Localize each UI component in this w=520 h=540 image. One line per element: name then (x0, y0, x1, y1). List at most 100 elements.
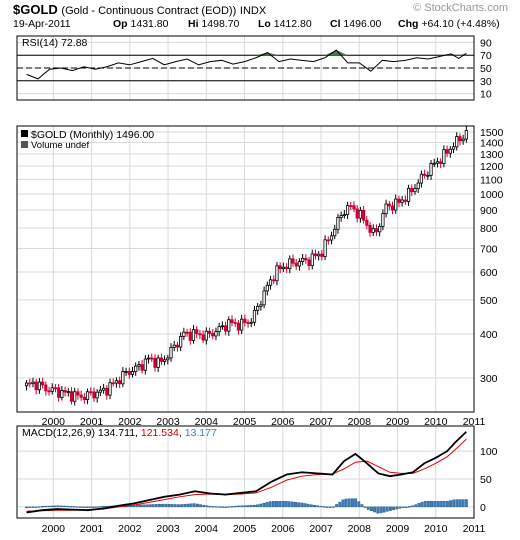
histogram-bar (449, 500, 452, 508)
histogram-bar (50, 505, 54, 508)
price-panel (16, 125, 475, 413)
candle-body (121, 371, 125, 385)
rsi-y-tick-50: 50 (480, 63, 492, 75)
candle-body (384, 203, 388, 215)
histogram-bar (208, 506, 212, 508)
macd-x-tick-2006: 2006 (271, 523, 295, 535)
candle-body (172, 344, 176, 348)
candle-body (220, 325, 224, 328)
exchange: INDX (239, 5, 267, 17)
open-label: Op (113, 18, 128, 30)
candle-body (124, 370, 128, 373)
candle-body (92, 391, 96, 399)
histogram-bar (373, 506, 376, 513)
candle-body (76, 391, 80, 396)
histogram-bar (287, 501, 291, 508)
change-quote: Chg +64.10 (+4.48%) (398, 18, 500, 30)
candle-body (362, 209, 366, 221)
candle-body (34, 381, 38, 391)
price-x-tick-2000: 2000 (42, 416, 66, 428)
histogram-bar (63, 505, 66, 508)
macd-y-tick-50: 50 (480, 474, 492, 486)
candle-body (288, 258, 292, 270)
macd-x-tick-2010: 2010 (424, 523, 448, 535)
candle-body (429, 163, 433, 176)
price-y-tick-600: 600 (480, 267, 498, 279)
histogram-bar (442, 501, 446, 508)
symbol-description: (Gold - Continuous Contract (EOD)) (61, 5, 237, 17)
candle-body (118, 380, 122, 385)
price-y-tick-500: 500 (480, 295, 498, 307)
candle-body (352, 205, 356, 210)
volume-legend: Volume undef (31, 140, 89, 151)
price-x-tick-2003: 2003 (156, 416, 180, 428)
candle-body (227, 319, 231, 332)
histogram-bar (309, 504, 313, 508)
histogram-bar (85, 506, 89, 508)
histogram-bar (230, 506, 234, 508)
candle-body (394, 198, 398, 211)
chart-title: $GOLD (Gold - Continuous Contract (EOD))… (13, 2, 266, 17)
candle-body (355, 208, 359, 219)
candle-body (182, 331, 186, 337)
histogram-bar (275, 501, 278, 508)
candle-body (156, 357, 160, 368)
histogram-bar (404, 506, 408, 508)
candle-body (134, 365, 138, 372)
high-label: Hi (188, 18, 199, 30)
histogram-bar (167, 504, 171, 508)
macd-y-tick-100: 100 (480, 446, 498, 458)
close-value: 1496.00 (343, 18, 382, 30)
macd-x-tick-2005: 2005 (233, 523, 257, 535)
histogram-bar (341, 499, 345, 508)
candle-body (323, 239, 327, 257)
histogram-bar (338, 501, 342, 508)
histogram-bar (104, 505, 108, 508)
histogram-bar (262, 502, 266, 508)
histogram-bar (259, 503, 263, 508)
candle-body (179, 336, 183, 348)
histogram-bar (433, 501, 437, 508)
histogram-bar (461, 499, 465, 508)
histogram-bar (294, 502, 297, 508)
histogram-bar (66, 505, 70, 508)
histogram-bar (458, 499, 462, 508)
candle-body (249, 321, 253, 324)
candle-body (153, 357, 157, 368)
price-y-tick-1400: 1400 (480, 138, 504, 150)
price-x-tick-2007: 2007 (309, 416, 333, 428)
candle-body (397, 198, 401, 203)
candle-body (259, 304, 263, 307)
price-y-tick-900: 900 (480, 205, 498, 217)
histogram-bar (221, 506, 225, 508)
rsi-overbought-fill (26, 50, 467, 56)
candle-body (368, 224, 372, 233)
macd-x-tick-2001: 2001 (80, 523, 104, 535)
histogram-bar (303, 503, 307, 508)
candle-body (439, 161, 443, 164)
price-x-tick-2010: 2010 (424, 416, 448, 428)
histogram-bar (47, 505, 51, 508)
histogram-bar (335, 504, 339, 508)
candle-body (313, 253, 318, 257)
candle-body (63, 390, 67, 393)
histogram-bar (401, 506, 405, 508)
histogram-bar (408, 506, 411, 508)
close-label: Cl (330, 18, 341, 30)
histogram-bar (252, 505, 256, 508)
candle-body (374, 228, 379, 233)
candle-body (230, 319, 234, 323)
candle-body (387, 203, 391, 207)
histogram-bar (411, 505, 414, 508)
histogram-bar (233, 505, 237, 508)
histogram-bar (91, 506, 95, 508)
histogram-bar (88, 506, 92, 508)
histogram-bar (347, 498, 351, 508)
candle-body (60, 390, 64, 398)
candle-body (445, 149, 449, 154)
histogram-bar (164, 503, 168, 508)
candle-body (201, 334, 205, 341)
price-x-tick-2011: 2011 (463, 416, 486, 428)
histogram-bar (445, 501, 449, 508)
